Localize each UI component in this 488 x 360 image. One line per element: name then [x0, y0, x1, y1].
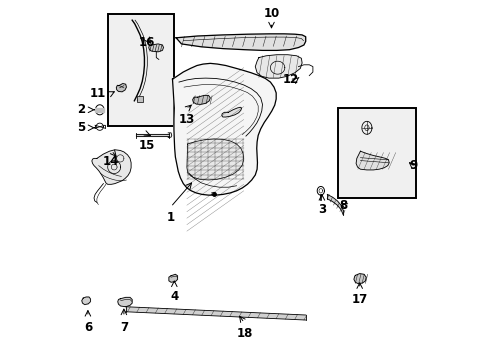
Text: 13: 13	[179, 113, 195, 126]
Text: 6: 6	[83, 321, 92, 334]
Polygon shape	[148, 44, 163, 52]
Polygon shape	[172, 63, 276, 195]
Text: 5: 5	[77, 121, 85, 134]
Text: 11: 11	[89, 87, 106, 100]
Polygon shape	[176, 34, 305, 50]
Text: 8: 8	[338, 199, 346, 212]
Text: 12: 12	[282, 73, 298, 86]
Bar	[337, 108, 415, 198]
Polygon shape	[168, 274, 177, 282]
Text: 7: 7	[120, 321, 128, 334]
Polygon shape	[81, 297, 90, 305]
Text: 9: 9	[408, 159, 416, 172]
Text: 1: 1	[166, 211, 174, 224]
Bar	[107, 14, 174, 126]
Text: 17: 17	[351, 293, 367, 306]
Text: 3: 3	[317, 203, 325, 216]
Text: 16: 16	[139, 36, 155, 49]
Polygon shape	[222, 107, 241, 117]
Text: 2: 2	[77, 103, 85, 116]
Text: 15: 15	[139, 139, 155, 152]
Polygon shape	[186, 139, 244, 180]
Text: 14: 14	[103, 155, 119, 168]
Polygon shape	[355, 151, 388, 170]
Polygon shape	[192, 95, 210, 104]
Polygon shape	[118, 297, 132, 307]
Polygon shape	[92, 150, 131, 184]
Polygon shape	[255, 55, 302, 78]
Polygon shape	[353, 274, 366, 284]
Text: 18: 18	[236, 327, 252, 340]
Polygon shape	[116, 84, 126, 92]
Text: 4: 4	[170, 290, 178, 303]
Text: 10: 10	[263, 7, 279, 20]
